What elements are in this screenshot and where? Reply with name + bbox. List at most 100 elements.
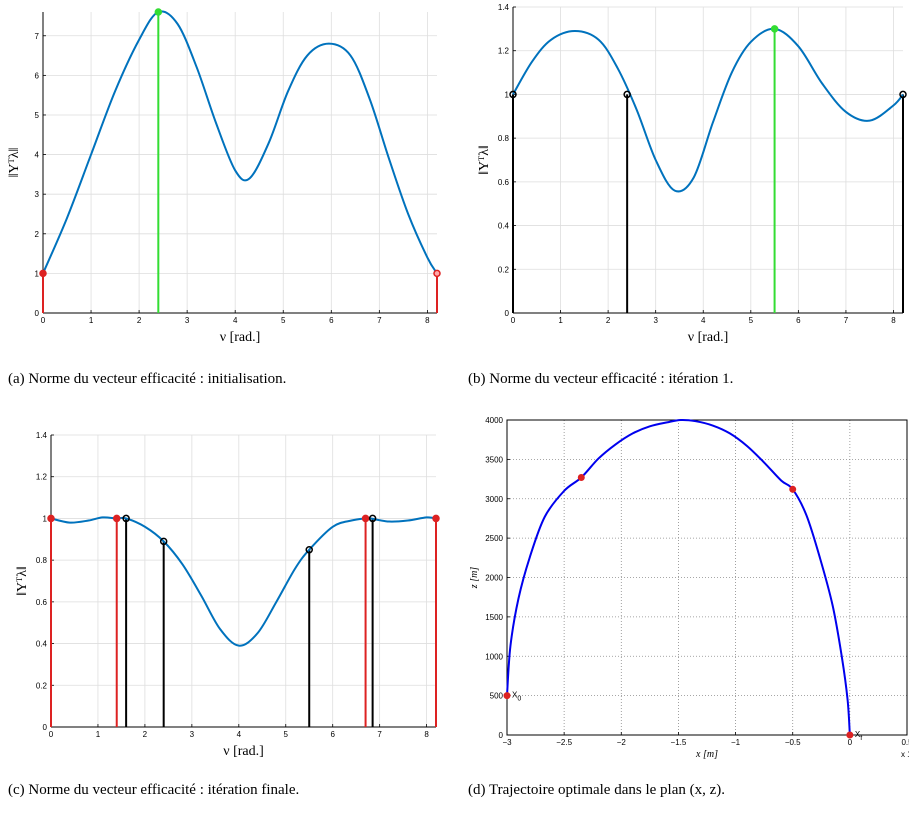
point-label-main: X <box>855 730 861 739</box>
y-tick-label: 1000 <box>485 652 503 661</box>
y-tick-label: 1 <box>35 269 40 278</box>
x-axis-label: ν [rad.] <box>223 744 264 759</box>
y-tick-label: 1.4 <box>36 431 48 440</box>
caption-a: (a) Norme du vecteur efficacité : initia… <box>8 371 287 387</box>
caption-c: (c) Norme du vecteur efficacité : itérat… <box>8 782 300 798</box>
x-tick-label: 8 <box>425 316 430 325</box>
x-tick-label: −1 <box>731 738 741 747</box>
x-tick-label: 5 <box>281 316 286 325</box>
y-tick-label: 5 <box>35 111 40 120</box>
x-tick-label: 0 <box>49 730 54 739</box>
x-tick-label: 7 <box>377 730 382 739</box>
y-tick-label: 0.6 <box>498 178 510 187</box>
y-axis-label: z [m] <box>469 567 480 590</box>
x-tick-label: 0 <box>41 316 46 325</box>
point-label-main: X <box>512 691 518 700</box>
y-tick-label: 2500 <box>485 534 503 543</box>
stem-marker <box>47 514 55 523</box>
y-tick-label: 3000 <box>485 495 503 504</box>
x-axis-label: x [m] <box>695 749 718 760</box>
y-tick-label: 0.8 <box>498 134 510 143</box>
trajectory-point <box>503 692 511 700</box>
chart-norm-iteration-1: 0 1 2 3 4 5 6 7 8 0 0.2 0.4 0.6 0.8 1 1.2 1.4 ν [rad.] ‖Yᵀ… <box>477 3 907 345</box>
y-axis-label: ‖Yᵀλ‖ <box>15 566 30 596</box>
x-tick-label: 0 <box>511 316 516 325</box>
stem-marker <box>39 269 47 278</box>
stem-marker <box>432 514 440 523</box>
y-tick-label: 4000 <box>485 416 503 425</box>
x-tick-label: 2 <box>137 316 142 325</box>
point-label-sub: f <box>860 735 862 742</box>
y-tick-label: 0 <box>35 309 40 318</box>
x-tick-label: −3 <box>502 738 512 747</box>
series-curve <box>42 10 438 274</box>
point-label-sub: 0 <box>517 696 521 703</box>
y-axis-label: ‖Yᵀλ‖ <box>7 148 22 178</box>
stem-marker <box>305 545 313 554</box>
y-tick-label: 3500 <box>485 455 503 464</box>
y-tick-label: 1500 <box>485 613 503 622</box>
stem-marker <box>361 514 370 523</box>
x-tick-label: 7 <box>844 316 849 325</box>
y-tick-label: 3 <box>35 190 40 199</box>
x-tick-label: 6 <box>796 316 801 325</box>
y-axis-label: ‖Yᵀλ‖ <box>477 145 492 175</box>
stem-marker <box>623 90 631 99</box>
x-tick-label: 5 <box>284 730 289 739</box>
stem-marker <box>154 8 163 16</box>
y-tick-label: 1.4 <box>498 3 510 12</box>
caption-b: (b) Norme du vecteur efficacité : itérat… <box>468 371 734 387</box>
x-tick-label: 5 <box>749 316 754 325</box>
y-tick-label: 4 <box>35 151 40 160</box>
point-label: Xf <box>855 730 862 742</box>
stem-marker <box>368 514 377 523</box>
x-tick-label: −2 <box>617 738 627 747</box>
y-tick-label: 1 <box>43 514 48 523</box>
trajectory-point <box>577 473 585 481</box>
x-tick-label: −0.5 <box>785 738 801 747</box>
x-tick-label: 0 <box>848 738 853 747</box>
y-tick-label: 0.4 <box>498 222 510 231</box>
trajectory-point <box>846 731 854 739</box>
stem-marker <box>509 90 517 99</box>
x-tick-label: 2 <box>143 730 148 739</box>
y-tick-label: 1.2 <box>36 473 48 482</box>
chart-norm-initialisation: 0 1 2 3 4 5 6 7 8 0 1 2 3 4 5 6 7 ν [rad.] ‖Yᵀλ‖ <box>7 8 441 345</box>
stem-marker <box>770 25 779 33</box>
x-tick-label: 6 <box>330 730 335 739</box>
x-tick-label: −1.5 <box>671 738 687 747</box>
y-tick-label: 0.2 <box>36 681 48 690</box>
series-curve <box>50 516 437 647</box>
x-tick-label: 3 <box>185 316 190 325</box>
stem-marker <box>112 514 121 523</box>
y-tick-label: 0 <box>499 731 504 740</box>
x-tick-label: 4 <box>233 316 238 325</box>
y-tick-label: 2 <box>35 230 40 239</box>
y-tick-label: 7 <box>35 32 40 41</box>
x-tick-label: 1 <box>89 316 94 325</box>
chart-norm-iteration-finale: 0 1 2 3 4 5 6 7 8 0 0.2 0.4 0.6 0.8 1 1.2 1.4 ν [rad.] ‖Yᵀ… <box>15 431 440 759</box>
x-tick-label: 1 <box>558 316 563 325</box>
series-curve <box>512 27 904 193</box>
y-tick-label: 0.6 <box>36 598 48 607</box>
stem-marker <box>433 269 441 278</box>
x-axis-label: ν [rad.] <box>220 330 261 345</box>
y-tick-label: 1 <box>505 90 510 99</box>
x-tick-label: 6 <box>329 316 334 325</box>
y-tick-label: 6 <box>35 71 40 80</box>
x-tick-label: 3 <box>190 730 195 739</box>
x-tick-label: 4 <box>237 730 242 739</box>
stem-marker <box>899 90 907 99</box>
y-tick-label: 500 <box>490 692 504 701</box>
stem-marker <box>122 514 130 523</box>
x-tick-label: 2 <box>606 316 611 325</box>
y-tick-label: 0 <box>505 309 510 318</box>
x-tick-label: 4 <box>701 316 706 325</box>
x-multiplier-label: x 10⁴ <box>901 750 909 759</box>
x-tick-label: 8 <box>424 730 429 739</box>
trajectory-point <box>789 485 797 493</box>
y-tick-label: 0.4 <box>36 640 48 649</box>
stem-marker <box>159 537 168 546</box>
y-tick-label: 0.8 <box>36 556 48 565</box>
x-axis-label: ν [rad.] <box>688 330 729 345</box>
